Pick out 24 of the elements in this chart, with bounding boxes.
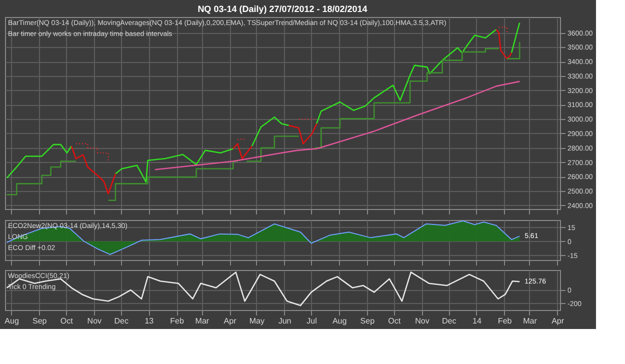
x-tick-label: Aug bbox=[332, 316, 347, 326]
x-tick-label: Apr bbox=[552, 316, 564, 326]
x-tick-label: Feb bbox=[170, 316, 184, 326]
line-series bbox=[154, 80, 520, 170]
line-series bbox=[6, 272, 520, 306]
x-tick-label: Sep bbox=[360, 316, 376, 326]
x-tick-label: Jun bbox=[278, 316, 292, 326]
x-tick-label: Mar bbox=[195, 316, 210, 326]
x-tick-label: 13 bbox=[144, 316, 154, 326]
x-tick-label: Mar bbox=[523, 316, 538, 326]
x-tick-label: Jul bbox=[306, 316, 318, 326]
x-tick-label: Sep bbox=[32, 316, 48, 326]
chart-title: NQ 03-14 (Daily) 27/07/2012 - 18/02/2014 bbox=[198, 4, 368, 14]
x-tick-label: Aug bbox=[4, 316, 19, 326]
x-tick-label: May bbox=[249, 316, 265, 326]
x-tick-label: 14 bbox=[472, 316, 482, 326]
x-tick-label: Nov bbox=[87, 316, 102, 326]
x-tick-label: Feb bbox=[498, 316, 512, 326]
x-tick-label: Oct bbox=[60, 316, 74, 326]
x-tick-label: Apr bbox=[224, 316, 237, 326]
x-tick-label: Dec bbox=[114, 316, 128, 326]
x-tick-label: Oct bbox=[388, 316, 402, 326]
x-tick-label: Nov bbox=[415, 316, 430, 326]
x-tick-label: Dec bbox=[442, 316, 456, 326]
